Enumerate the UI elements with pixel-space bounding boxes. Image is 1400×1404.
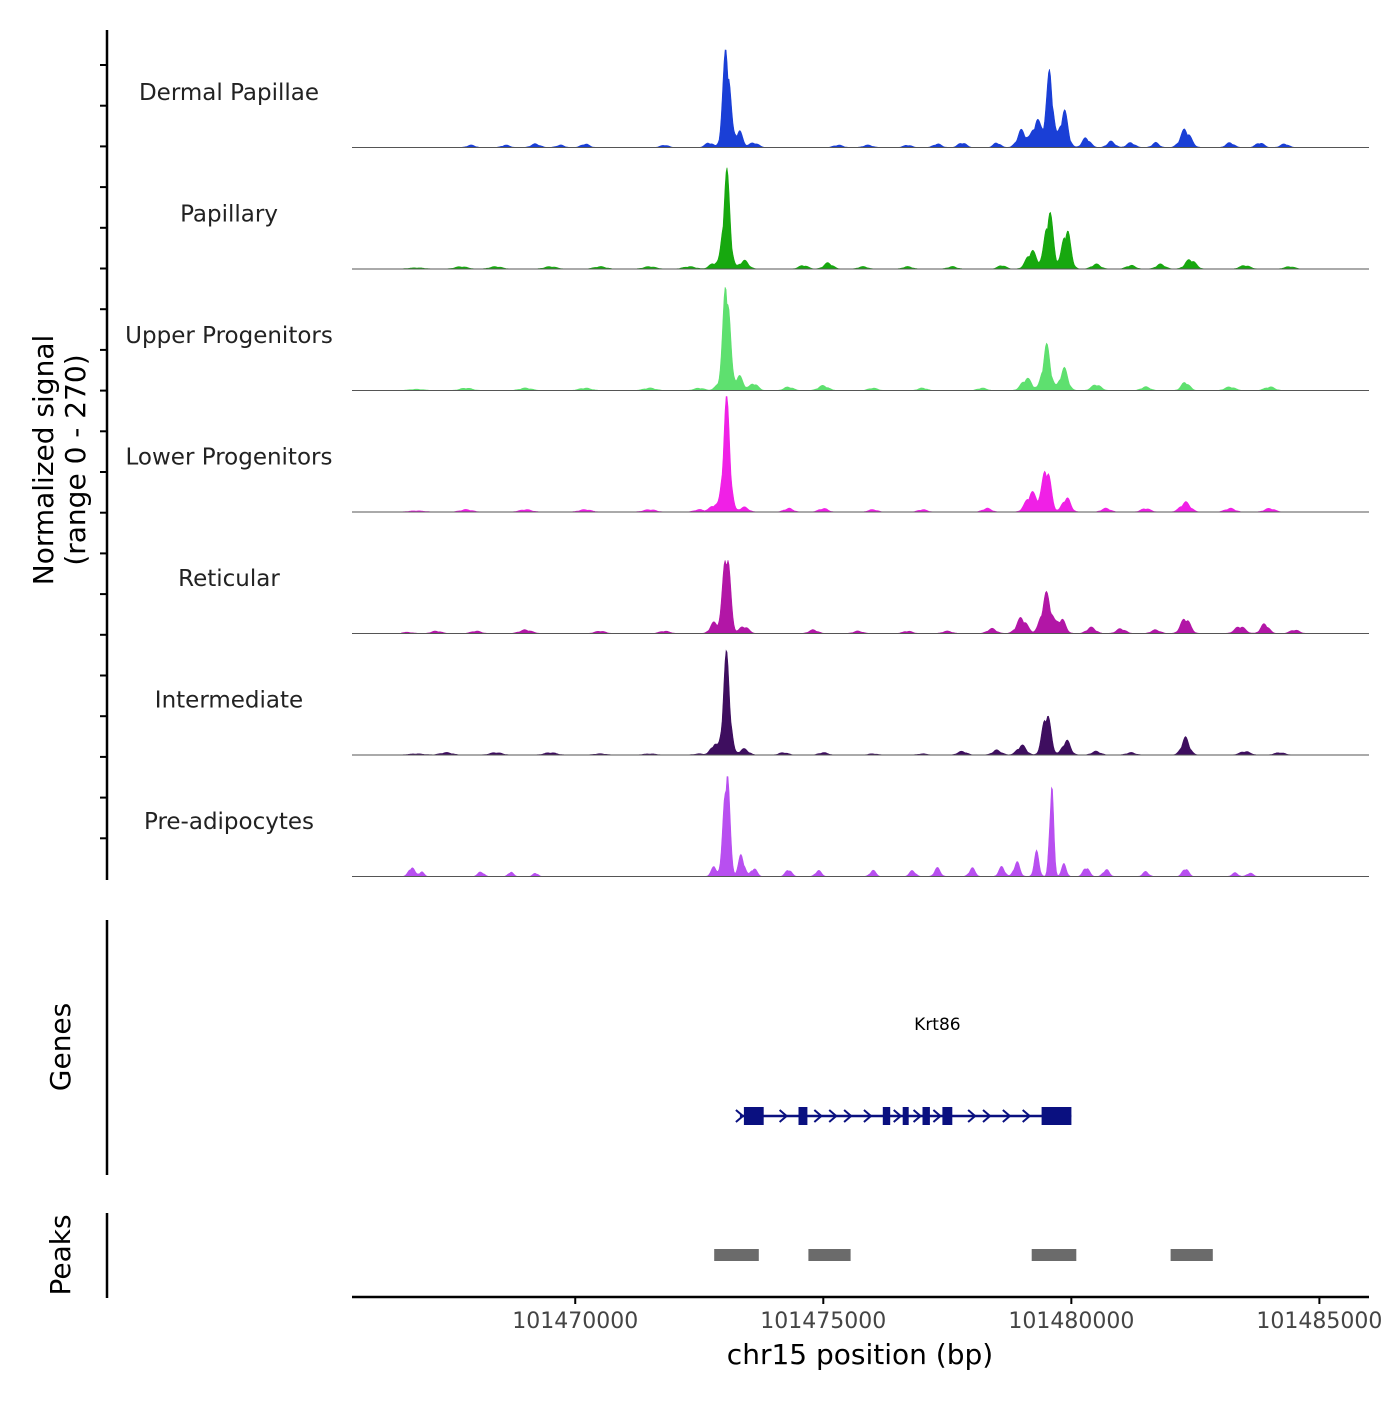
- gene-krt86: Krt86: [735, 1015, 1072, 1125]
- track-upper-progenitors: Upper Progenitors: [125, 287, 1369, 391]
- strand-arrow: [828, 1109, 838, 1123]
- gene-exon: [798, 1107, 808, 1125]
- track-label: Papillary: [180, 202, 278, 228]
- strand-arrow: [893, 1109, 903, 1123]
- track-label: Pre-adipocytes: [144, 809, 314, 835]
- signal-area: [401, 649, 1320, 756]
- x-axis-title: chr15 position (bp): [727, 1338, 993, 1371]
- track-label: Lower Progenitors: [126, 445, 333, 471]
- peak-region: [714, 1249, 759, 1261]
- gene-exon: [1041, 1107, 1072, 1125]
- x-tick-label: 101475000: [760, 1309, 886, 1334]
- track-pre-adipocytes: Pre-adipocytes: [144, 776, 1369, 877]
- x-tick-label: 101480000: [1008, 1309, 1134, 1334]
- strand-arrow: [982, 1109, 992, 1123]
- peak-region: [808, 1249, 851, 1261]
- strand-arrow: [813, 1109, 823, 1123]
- gene-exon: [942, 1107, 953, 1125]
- track-label: Intermediate: [155, 688, 303, 714]
- track-papillary: Papillary: [180, 167, 1369, 270]
- gene-models: Krt86: [735, 1015, 1072, 1125]
- strand-arrow: [778, 1109, 789, 1123]
- strand-arrow: [1002, 1109, 1012, 1123]
- gene-label: Krt86: [914, 1015, 960, 1035]
- gene-exon: [882, 1107, 891, 1125]
- signal-area: [401, 396, 1320, 513]
- peak-regions: [714, 1249, 1213, 1261]
- track-lower-progenitors: Lower Progenitors: [126, 396, 1369, 513]
- signal-y-ticks: [100, 64, 107, 840]
- strand-arrow: [843, 1109, 853, 1123]
- gene-exon: [743, 1107, 764, 1125]
- track-dermal-papillae: Dermal Papillae: [139, 49, 1369, 148]
- signal-area: [401, 167, 1320, 270]
- signal-tracks: Dermal Papillae Papillary Upper Progenitor…: [125, 49, 1369, 877]
- signal-area: [401, 776, 1320, 877]
- track-label: Reticular: [178, 566, 280, 592]
- peak-region: [1031, 1249, 1077, 1261]
- peaks-panel-label: Peaks: [44, 1214, 77, 1295]
- genes-panel-label: Genes: [44, 1003, 77, 1091]
- track-label: Upper Progenitors: [125, 323, 333, 349]
- strand-arrow: [932, 1109, 942, 1123]
- strand-arrow: [735, 1109, 745, 1123]
- track-reticular: Reticular: [178, 560, 1369, 634]
- signal-area: [401, 287, 1320, 391]
- x-axis-ticks: 101470000 101475000 101480000 101485000: [512, 1297, 1382, 1334]
- gene-exon: [902, 1107, 909, 1125]
- y-axis-label-line2: (range 0 - 270): [59, 354, 92, 565]
- strand-arrow: [1022, 1109, 1032, 1123]
- y-axis-label-line1: Normalized signal: [27, 335, 60, 586]
- peak-region: [1170, 1249, 1213, 1261]
- gene-exon: [922, 1107, 930, 1125]
- signal-area: [401, 560, 1320, 634]
- signal-area: [401, 49, 1320, 148]
- track-label: Dermal Papillae: [139, 80, 319, 106]
- x-tick-label: 101485000: [1256, 1309, 1382, 1334]
- strand-arrow: [863, 1109, 873, 1123]
- strand-arrow: [912, 1109, 923, 1123]
- x-tick-label: 101470000: [512, 1309, 638, 1334]
- track-intermediate: Intermediate: [155, 649, 1369, 756]
- strand-arrow: [967, 1109, 977, 1123]
